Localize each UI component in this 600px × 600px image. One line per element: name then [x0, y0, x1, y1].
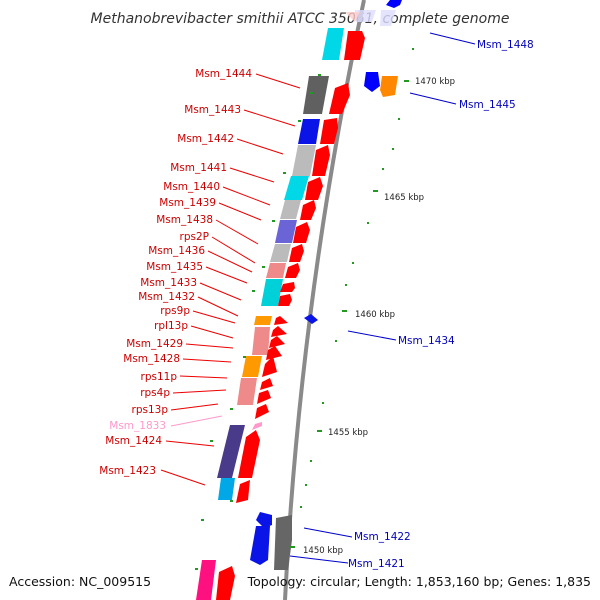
gene-label-msm1444: Msm_1444 — [195, 68, 252, 80]
scale-label-1455: 1455 kbp — [328, 428, 368, 438]
scale-ticks — [195, 48, 414, 570]
gene-label-msm1438: Msm_1438 — [156, 214, 213, 226]
gene-label-rps4p: rps4p — [140, 387, 170, 399]
gene-label-rps9p: rps9p — [160, 305, 190, 317]
gene-label-msm1439: Msm_1439 — [159, 197, 216, 209]
gene-label-rps13p: rps13p — [132, 404, 169, 416]
leader-lines-left — [160, 73, 301, 486]
cog-color-track — [196, 28, 344, 600]
gene-label-rpl13p: rpl13p — [154, 320, 188, 332]
gene-label-msm1432: Msm_1432 — [138, 291, 195, 303]
gene-label-msm1443: Msm_1443 — [184, 104, 241, 116]
gene-labels-left: Msm_1444 Msm_1443 Msm_1442 Msm_1441 Msm_… — [99, 68, 252, 477]
gene-label-msm1434: Msm_1434 — [398, 335, 455, 347]
leader-line-pseudo — [170, 415, 223, 427]
gene-label-msm1433: Msm_1433 — [140, 277, 197, 289]
leader-lines-right — [289, 32, 476, 564]
gene-labels-right: Msm_1448 Msm_1445 Msm_1434 Msm_1422 Msm_… — [348, 39, 534, 570]
scale-label-1465: 1465 kbp — [384, 193, 424, 203]
gene-label-msm1429: Msm_1429 — [126, 338, 183, 350]
scale-label-1450: 1450 kbp — [303, 546, 343, 556]
gene-label-msm1833: Msm_1833 — [109, 420, 166, 432]
map-title: Methanobrevibacter smithii ATCC 35061, c… — [91, 11, 510, 27]
gene-label-msm1423: Msm_1423 — [99, 465, 156, 477]
gene-label-msm1428: Msm_1428 — [123, 353, 180, 365]
upper-faded-features — [345, 10, 396, 26]
forward-cds-track — [216, 31, 365, 600]
gene-label-msm1435: Msm_1435 — [146, 261, 203, 273]
gene-label-msm1421: Msm_1421 — [348, 558, 405, 570]
gene-label-msm1441: Msm_1441 — [170, 162, 227, 174]
gene-label-msm1440: Msm_1440 — [163, 181, 220, 193]
gene-label-msm1422: Msm_1422 — [354, 531, 411, 543]
scale-label-1460: 1460 kbp — [355, 310, 395, 320]
gene-label-msm1445: Msm_1445 — [459, 99, 516, 111]
gene-label-msm1442: Msm_1442 — [177, 133, 234, 145]
topology-text: Topology: circular; Length: 1,853,160 bp… — [247, 574, 591, 589]
gene-label-msm1424: Msm_1424 — [105, 435, 162, 447]
scale-label-1470: 1470 kbp — [415, 77, 455, 87]
gene-label-msm1448: Msm_1448 — [477, 39, 534, 51]
accession-text: Accession: NC_009515 — [9, 574, 151, 589]
gene-label-rps11p: rps11p — [141, 371, 178, 383]
gene-label-rps2p: rps2P — [180, 231, 209, 243]
gene-label-msm1436: Msm_1436 — [148, 245, 205, 257]
reverse-cds-track — [250, 0, 402, 570]
